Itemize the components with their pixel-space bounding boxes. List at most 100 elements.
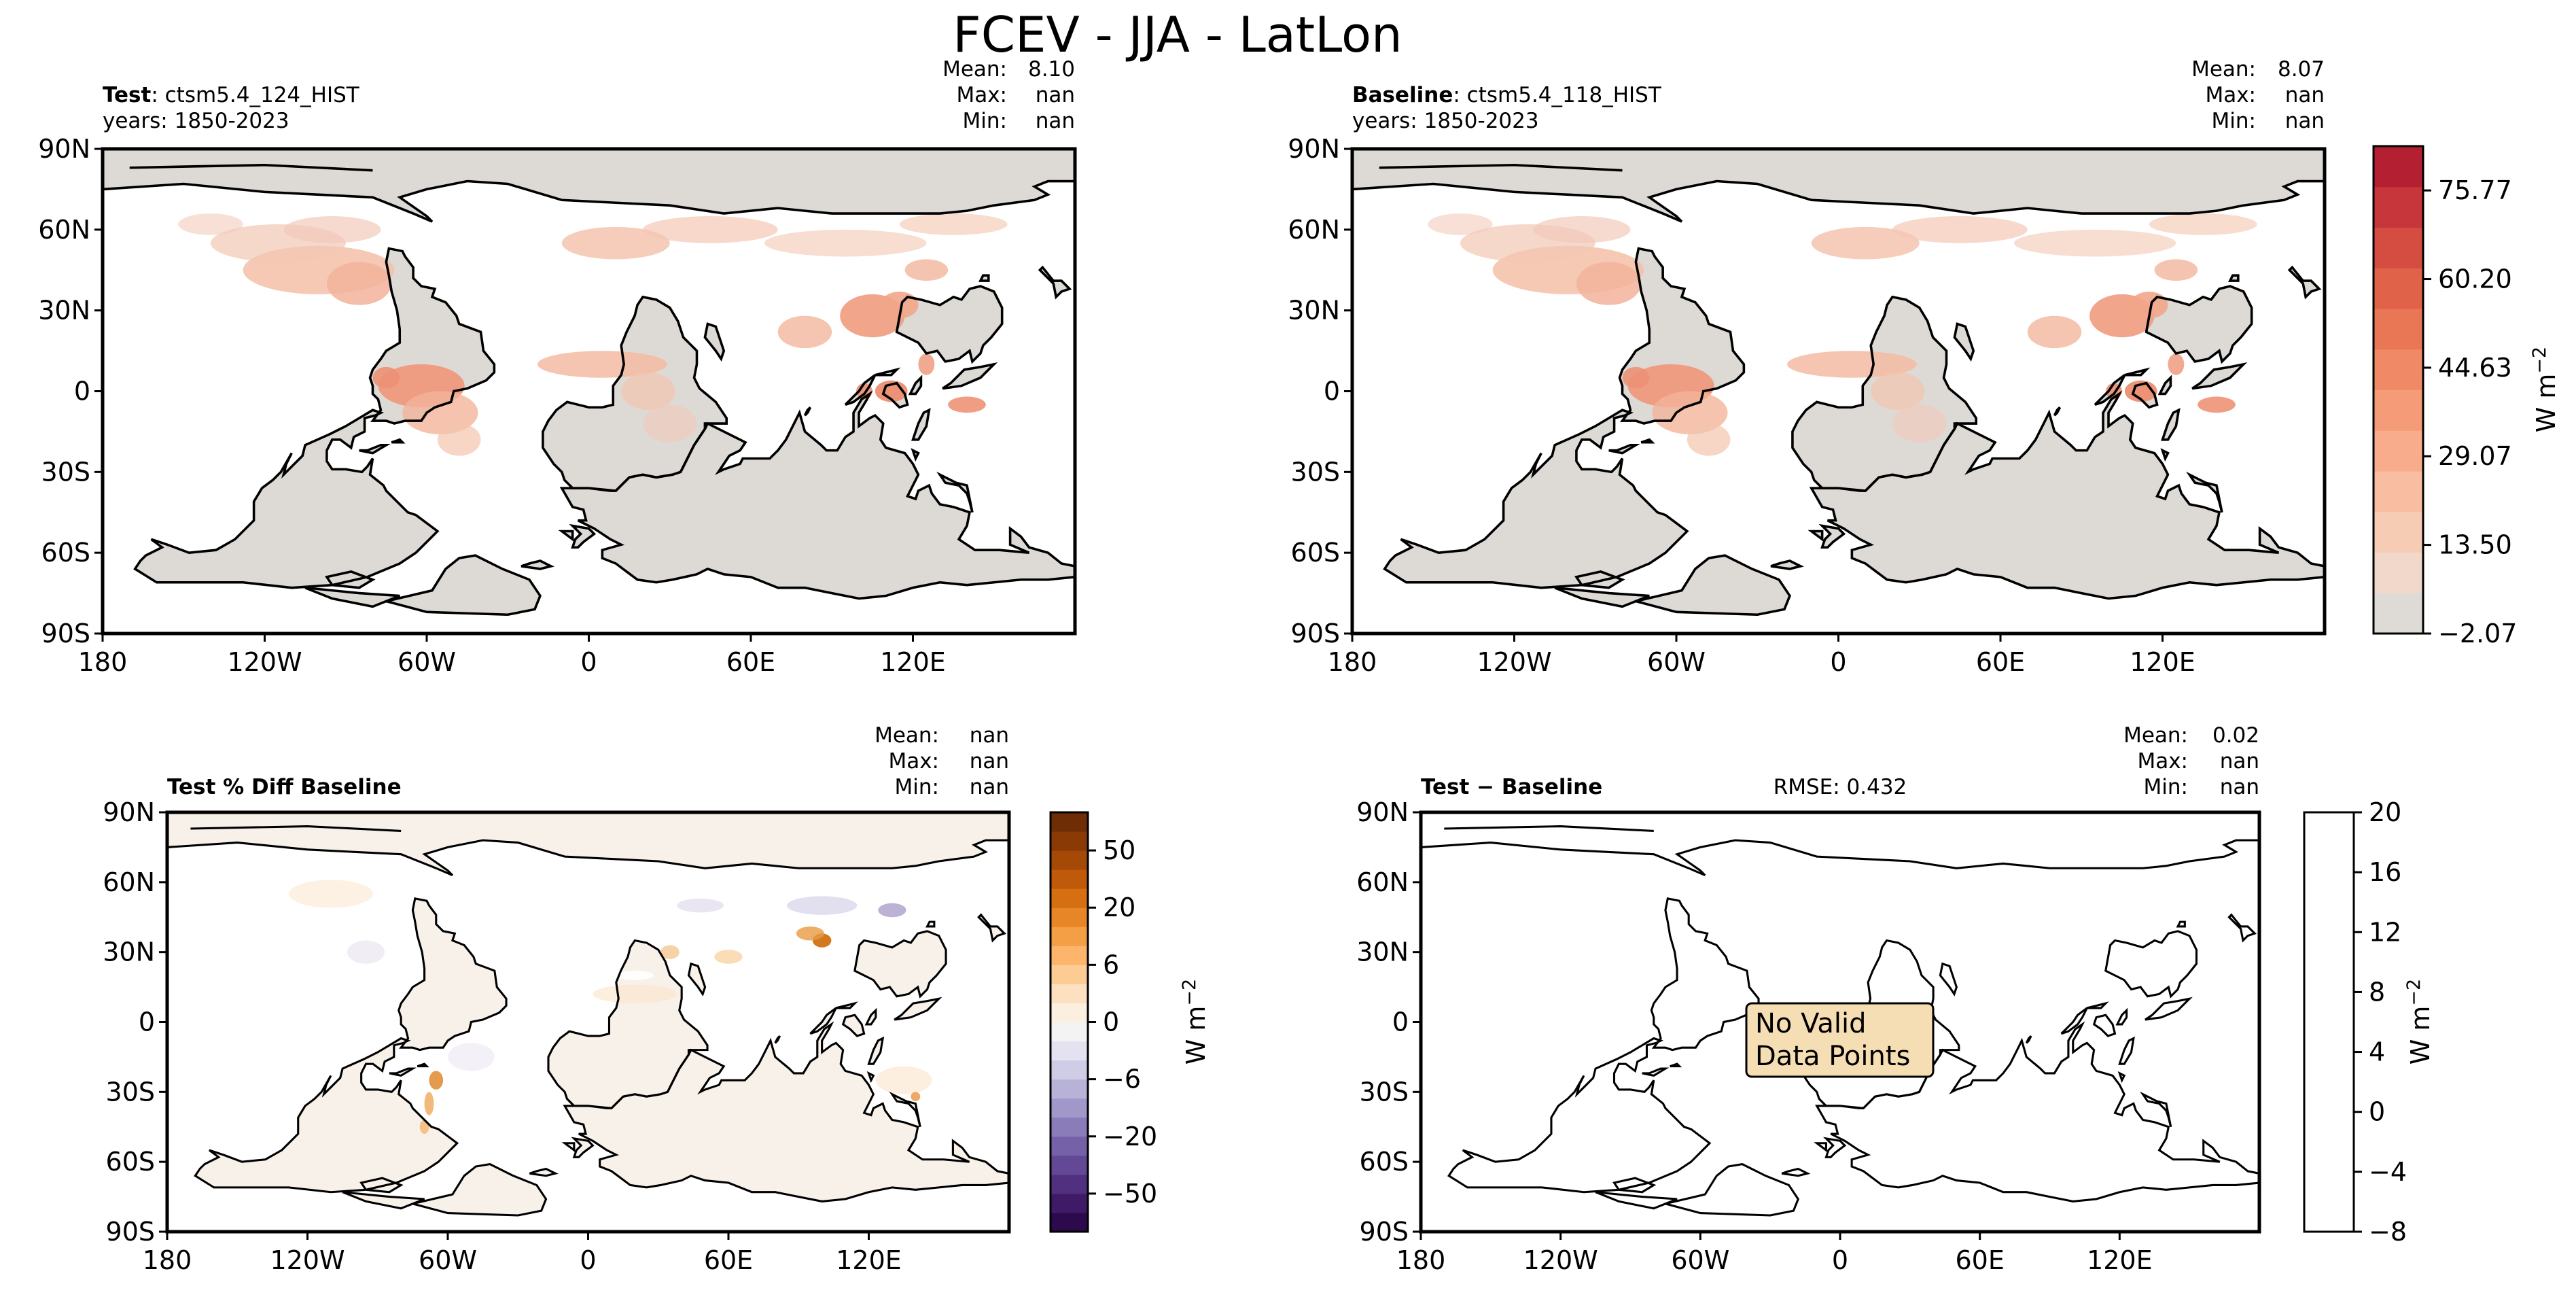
colorbar-swatch: [1051, 1155, 1088, 1175]
colorbar-swatch: [1051, 869, 1088, 889]
colorbar-tick-label: 75.77: [2438, 175, 2512, 205]
stat-mean-value: nan: [970, 723, 1009, 748]
colorbar-swatch: [1051, 1212, 1088, 1232]
lon-tick-label: 120W: [227, 647, 302, 677]
stat-min-label: Min:: [2144, 775, 2188, 799]
colorbar-swatch: [1051, 888, 1088, 908]
colorbar-swatch: [1051, 812, 1088, 832]
lon-tick-label: 180: [1396, 1245, 1446, 1275]
shade-region: [448, 1043, 495, 1071]
shade-region: [875, 1066, 932, 1094]
shade-region: [714, 950, 743, 964]
shade-region: [918, 353, 935, 375]
panel-years: years: 1850-2023: [1352, 109, 1539, 133]
lon-tick-label: 0: [1832, 1245, 1848, 1275]
shade-region: [904, 259, 949, 281]
stat-max-label: Max:: [888, 749, 939, 774]
colorbar-swatch: [1051, 1079, 1088, 1099]
lat-tick-label: 60N: [38, 215, 90, 245]
shade-region: [2154, 259, 2198, 281]
panel-pct-diff: Test % Diff Baseline Mean: nan Max: nan …: [103, 723, 1011, 1275]
lat-tick-label: 90N: [1288, 134, 1340, 164]
lat-tick-label: 90S: [41, 619, 90, 648]
colorbar-tick-label: 12: [2369, 917, 2401, 947]
colorbar-frame: [2303, 811, 2355, 1233]
panel-label-bold: Test % Diff Baseline: [167, 775, 402, 799]
lon-tick-label: 120E: [880, 647, 946, 677]
lat-tick-label: 0: [139, 1007, 155, 1037]
lon-tick-label: 180: [143, 1245, 192, 1275]
colorbar-swatch: [1051, 1060, 1088, 1080]
lon-tick-label: 120W: [1523, 1245, 1598, 1275]
lon-tick-label: 0: [580, 1245, 596, 1275]
colorbar-tick-label: 6: [1103, 950, 1119, 980]
rmse-text: RMSE: 0.432: [1774, 775, 1907, 799]
shade-region: [621, 372, 675, 411]
stat-min-value: nan: [970, 775, 1009, 799]
lon-tick-label: 0: [580, 647, 597, 677]
lat-tick-label: 30N: [1356, 937, 1409, 967]
colorbar-swatch: [1051, 984, 1088, 1003]
shade-region: [429, 1071, 444, 1090]
lon-tick-label: 60W: [1671, 1245, 1729, 1275]
colorbar-tick-label: −50: [1103, 1179, 1157, 1209]
panel-years: years: 1850-2023: [103, 109, 289, 133]
lat-tick-label: 60N: [103, 867, 155, 897]
shade-region: [1892, 216, 2028, 243]
stat-max-label: Max:: [2137, 749, 2188, 774]
lat-tick-label: 60N: [1356, 867, 1409, 897]
lat-tick-label: 90S: [106, 1217, 155, 1247]
colorbar-tick-label: 0: [2369, 1097, 2385, 1127]
lon-tick-label: 120W: [1477, 647, 1551, 677]
colorbar-swatch: [2374, 309, 2423, 350]
lat-tick-label: 60S: [1291, 538, 1340, 568]
shade-region: [764, 229, 927, 257]
shade-region: [2168, 353, 2185, 375]
colorbar-swatch: [1051, 1174, 1088, 1194]
svg-text:Baseline: ctsm5.4_118_HIST: Baseline: ctsm5.4_118_HIST: [1352, 83, 1662, 107]
colorbar-tick-label: 16: [2369, 857, 2401, 887]
stat-min-label: Min:: [895, 775, 939, 799]
no-data-line1: No Valid: [1755, 1008, 1867, 1039]
lat-tick-label: 90S: [1291, 619, 1340, 648]
colorbar-swatch: [2374, 593, 2423, 634]
shade-region: [1652, 391, 1728, 434]
colorbar-swatch: [1051, 1022, 1088, 1042]
shade-region: [561, 226, 670, 260]
shade-region: [1576, 262, 1642, 305]
lat-tick-label: 30S: [1291, 457, 1340, 487]
shade-region: [948, 396, 986, 413]
lon-tick-label: 180: [1328, 647, 1377, 677]
lon-tick-label: 60E: [726, 647, 775, 677]
lon-tick-label: 60E: [1955, 1245, 2004, 1275]
lon-tick-label: 120E: [2087, 1245, 2153, 1275]
colorbar-swatch: [2374, 511, 2423, 553]
shade-region: [1892, 404, 1947, 443]
lat-tick-label: 60S: [106, 1147, 155, 1177]
svg-text:Test: ctsm5.4_124_HIST: Test: ctsm5.4_124_HIST: [103, 83, 360, 107]
lat-tick-label: 60S: [1360, 1147, 1409, 1177]
colorbar-swatch: [2374, 186, 2423, 228]
panel-label-bold: Test: [103, 83, 152, 107]
shade-region: [796, 926, 825, 941]
colorbar-swatch: [1051, 946, 1088, 965]
panel-test: Test: ctsm5.4_124_HIST years: 1850-2023 …: [38, 57, 1077, 677]
lon-tick-label: 120E: [836, 1245, 902, 1275]
colorbar-tick-label: 60.20: [2438, 264, 2512, 294]
shade-region: [424, 1092, 434, 1115]
shade-region: [2027, 315, 2082, 349]
colorbar-swatch: [2374, 227, 2423, 269]
stat-max-value: nan: [970, 749, 1009, 774]
lat-tick-label: 0: [74, 377, 90, 406]
colorbar-tick-label: −8: [2369, 1217, 2407, 1247]
lon-tick-label: 60E: [1976, 647, 2025, 677]
stat-mean-value: 8.07: [2278, 57, 2325, 82]
colorbar-swatch: [1051, 1003, 1088, 1022]
colorbar-swatch: [2374, 552, 2423, 593]
colorbar-pct-label: W m−2: [1179, 979, 1211, 1064]
shade-region: [777, 315, 832, 349]
panel-label-rest: : ctsm5.4_124_HIST: [151, 83, 359, 107]
